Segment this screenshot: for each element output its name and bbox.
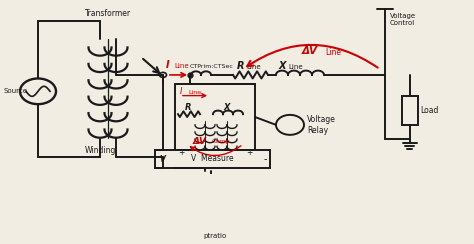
Text: V  Measure: V Measure — [191, 154, 234, 163]
Text: Voltage
Relay: Voltage Relay — [307, 115, 336, 134]
Text: X: X — [224, 102, 230, 112]
Text: +: + — [178, 148, 184, 157]
Text: Comp: Comp — [212, 140, 230, 144]
Text: Winding: Winding — [84, 146, 116, 155]
Bar — [155, 150, 270, 168]
Text: Voltage
Control: Voltage Control — [390, 13, 416, 26]
Text: R: R — [237, 61, 245, 71]
Text: Transformer: Transformer — [85, 9, 131, 18]
Text: ptratio: ptratio — [203, 233, 226, 239]
Text: CTPrim:CTSec: CTPrim:CTSec — [190, 64, 234, 69]
Bar — [402, 96, 418, 125]
Text: I: I — [180, 87, 182, 96]
Text: ΔV: ΔV — [302, 46, 318, 56]
Text: -: - — [264, 154, 267, 164]
Text: R: R — [185, 102, 191, 112]
Text: +: + — [246, 148, 252, 157]
Text: X: X — [279, 61, 286, 71]
Text: I: I — [166, 60, 170, 70]
Text: Source: Source — [3, 88, 27, 94]
Text: V: V — [159, 155, 165, 164]
Text: Line: Line — [174, 63, 189, 69]
Text: Load: Load — [420, 106, 438, 115]
Text: Line: Line — [325, 48, 341, 57]
Text: Line: Line — [246, 64, 261, 70]
Text: Line: Line — [288, 64, 302, 70]
Bar — [175, 84, 255, 150]
Text: Line: Line — [188, 90, 201, 94]
Text: ΔV: ΔV — [193, 137, 207, 146]
